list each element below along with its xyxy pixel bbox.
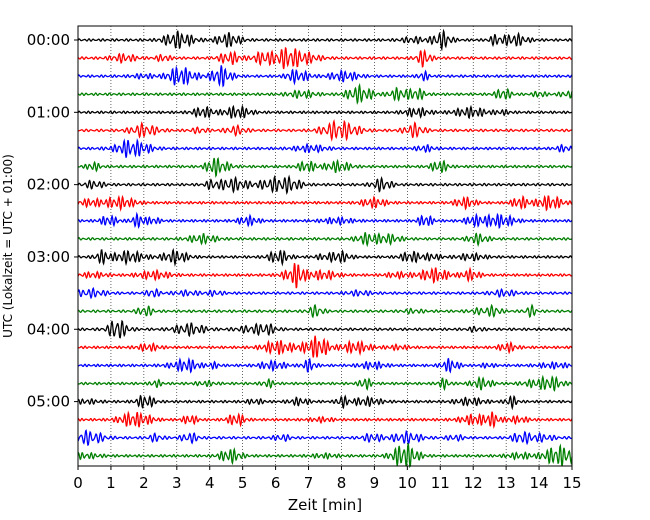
trace-0515: [77, 410, 573, 429]
trace-0400: [77, 319, 573, 339]
x-tick-label-5: 5: [238, 474, 248, 492]
y-tick-label-2: 02:00: [27, 176, 70, 194]
trace-0030: [77, 65, 573, 88]
trace-0100: [77, 104, 573, 120]
trace-0300: [77, 247, 573, 267]
trace-0130: [77, 138, 573, 158]
trace-0330: [77, 286, 573, 300]
trace-0345: [77, 303, 573, 319]
x-tick-label-2: 2: [139, 474, 149, 492]
x-tick-label-15: 15: [562, 474, 581, 492]
trace-0430: [77, 356, 573, 374]
y-tick-label-1: 01:00: [27, 103, 70, 121]
trace-0530: [77, 429, 573, 447]
x-tick-label-11: 11: [431, 474, 450, 492]
trace-0215: [77, 194, 573, 212]
x-tick-label-7: 7: [304, 474, 314, 492]
y-tick-label-0: 00:00: [27, 31, 70, 49]
trace-0115: [77, 118, 573, 142]
x-tick-label-1: 1: [106, 474, 116, 492]
x-axis-label: Zeit [min]: [288, 496, 362, 514]
x-tick-label-13: 13: [497, 474, 516, 492]
y-axis-label: UTC (Lokalzeit = UTC + 01:00): [1, 154, 15, 338]
trace-0445: [77, 374, 573, 392]
trace-0500: [77, 394, 573, 411]
plot-background: [78, 26, 572, 466]
x-tick-label-0: 0: [73, 474, 83, 492]
trace-0045: [77, 82, 573, 106]
x-tick-label-6: 6: [271, 474, 281, 492]
x-tick-label-8: 8: [337, 474, 347, 492]
trace-0230: [77, 211, 573, 230]
y-axis-ticks: 00:00 01:00 02:00 03:00 04:00 05:00: [27, 31, 78, 411]
y-tick-label-5: 05:00: [27, 393, 70, 411]
trace-0245: [77, 232, 573, 248]
y-tick-label-4: 04:00: [27, 320, 70, 338]
trace-0315: [77, 263, 573, 289]
trace-group: [77, 28, 573, 469]
trace-0415: [77, 335, 573, 358]
trace-0000: [77, 28, 573, 52]
x-tick-label-4: 4: [205, 474, 215, 492]
x-tick-label-3: 3: [172, 474, 182, 492]
x-tick-label-12: 12: [464, 474, 483, 492]
x-tick-label-9: 9: [370, 474, 380, 492]
plot-frame: [77, 25, 573, 467]
y-tick-label-3: 03:00: [27, 248, 70, 266]
x-tick-label-14: 14: [530, 474, 549, 492]
trace-0200: [77, 174, 573, 196]
x-tick-label-10: 10: [398, 474, 417, 492]
trace-0545: [77, 443, 573, 469]
trace-0145: [77, 157, 573, 178]
grid-lines: [110, 26, 540, 466]
trace-0015: [77, 46, 573, 70]
x-axis-ticks: 0 1 2 3 4 5 6 7 8 9 10 11 12 13 14 15: [73, 466, 582, 492]
